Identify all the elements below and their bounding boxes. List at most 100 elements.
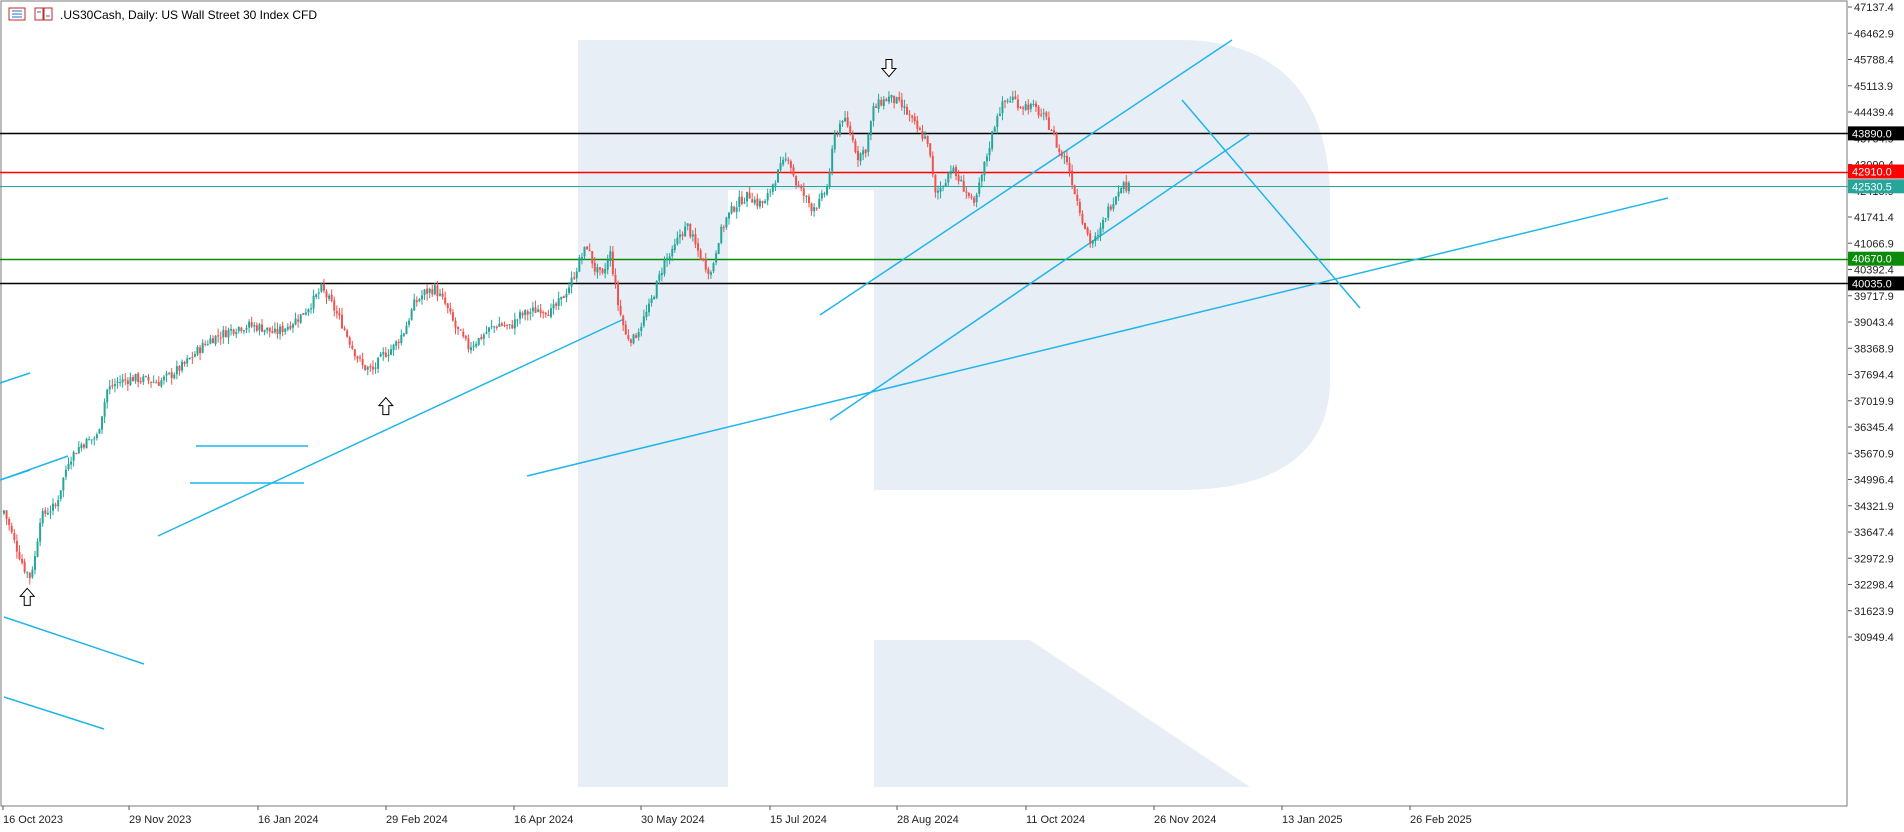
candle xyxy=(624,320,627,335)
candle xyxy=(82,443,85,450)
candle xyxy=(973,195,976,207)
symbol-book-icon[interactable] xyxy=(34,7,53,21)
y-tick-label: 40392.4 xyxy=(1854,265,1894,277)
candle xyxy=(39,518,42,547)
candle xyxy=(400,329,403,346)
candle xyxy=(188,357,191,360)
candle xyxy=(838,120,841,137)
candle xyxy=(36,538,39,558)
candle xyxy=(18,545,21,561)
price-tag-label-2: 42530.5 xyxy=(1852,181,1892,193)
y-tick-label: 41741.4 xyxy=(1854,212,1894,224)
candle xyxy=(1055,131,1058,148)
candle xyxy=(1117,185,1120,202)
candle xyxy=(673,238,676,253)
candle xyxy=(991,130,994,152)
y-tick-label: 34996.4 xyxy=(1854,475,1894,487)
candle xyxy=(255,322,258,333)
price-tag-label-4: 40035.0 xyxy=(1852,278,1892,290)
candle xyxy=(1076,188,1079,206)
candle xyxy=(168,372,171,376)
candle xyxy=(155,379,158,384)
candle xyxy=(856,146,859,168)
candle xyxy=(666,253,669,267)
candle xyxy=(1016,94,1019,111)
price-axis: 47137.446462.945788.445113.944439.443764… xyxy=(1848,2,1904,644)
candle xyxy=(1065,150,1068,166)
candle xyxy=(916,115,919,133)
candle xyxy=(408,318,411,328)
candle xyxy=(1050,129,1053,131)
candle xyxy=(521,311,524,319)
price-tag-label-3: 40670.0 xyxy=(1852,254,1892,266)
candle xyxy=(199,344,202,360)
candle xyxy=(720,224,723,245)
candle xyxy=(967,192,970,199)
candle xyxy=(1086,226,1089,237)
candle xyxy=(75,452,78,455)
candle xyxy=(214,335,217,347)
candle xyxy=(480,333,483,341)
candle xyxy=(980,173,983,188)
candle xyxy=(415,296,418,307)
candle xyxy=(160,377,163,388)
candle xyxy=(557,291,560,311)
candle xyxy=(934,174,937,198)
candle xyxy=(650,294,653,307)
candle xyxy=(660,267,663,282)
candle xyxy=(663,256,666,277)
candle xyxy=(526,309,529,321)
y-tick-label: 47137.4 xyxy=(1854,2,1894,14)
candle xyxy=(284,328,287,335)
candle xyxy=(629,338,632,347)
candle xyxy=(451,309,454,322)
trendline-rise-2024 xyxy=(157,318,625,537)
candle xyxy=(676,231,679,246)
candle xyxy=(139,377,142,385)
candle xyxy=(302,313,305,316)
y-tick-label: 32298.4 xyxy=(1854,580,1894,592)
candle xyxy=(289,321,292,331)
candle xyxy=(397,338,400,350)
chart-header: .US30Cash, Daily: US Wall Street 30 Inde… xyxy=(8,7,317,22)
trendline-channel-b-upper xyxy=(819,39,1233,316)
candle xyxy=(611,246,614,277)
candle xyxy=(1122,180,1125,194)
candle xyxy=(121,373,124,388)
candle xyxy=(371,360,374,375)
candle xyxy=(162,374,165,385)
candle xyxy=(911,114,914,123)
y-tick-label: 36345.4 xyxy=(1854,422,1894,434)
candle xyxy=(993,125,996,133)
y-tick-label: 33647.4 xyxy=(1854,527,1894,539)
x-tick-label: 16 Jan 2024 xyxy=(258,814,319,826)
candle xyxy=(1029,102,1032,113)
candle xyxy=(111,378,114,390)
candle xyxy=(410,307,413,321)
candle xyxy=(98,428,101,434)
candle xyxy=(3,509,5,516)
candle xyxy=(635,333,638,339)
candle xyxy=(147,373,150,385)
candle xyxy=(33,550,36,575)
candle xyxy=(500,321,503,327)
candle xyxy=(712,261,715,274)
candle xyxy=(206,340,209,346)
candle xyxy=(586,245,589,250)
candle xyxy=(211,335,214,344)
y-tick-label: 31623.9 xyxy=(1854,606,1894,618)
candle xyxy=(273,322,276,334)
candle xyxy=(691,230,694,242)
candle xyxy=(482,332,485,346)
candle xyxy=(467,334,470,353)
chart-menu-icon[interactable] xyxy=(8,7,26,21)
candle xyxy=(575,267,578,283)
candle xyxy=(330,289,333,303)
candle xyxy=(802,182,805,203)
candle xyxy=(815,207,818,211)
candle xyxy=(931,151,934,178)
down-arrow-icon xyxy=(880,59,898,78)
y-tick-label: 32972.9 xyxy=(1854,553,1894,565)
candle xyxy=(446,302,449,314)
